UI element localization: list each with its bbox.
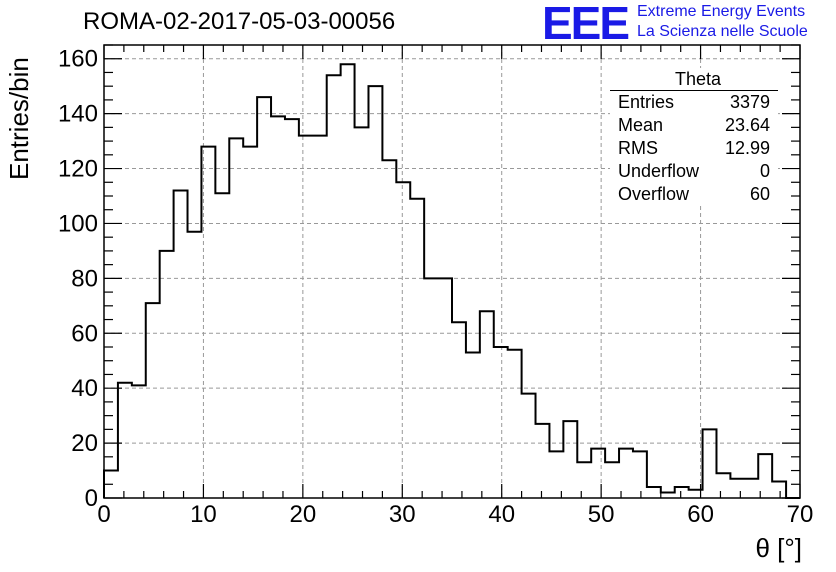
stats-row-overflow: Overflow 60 <box>610 183 778 206</box>
stats-value: 3379 <box>729 92 770 112</box>
stats-value: 12.99 <box>724 138 770 158</box>
stats-row-rms: RMS 12.99 <box>610 137 778 160</box>
chart-title: ROMA-02-2017-05-03-00056 <box>83 8 396 35</box>
stats-label: Entries <box>618 92 675 112</box>
stats-value: 60 <box>749 184 770 204</box>
y-tick-label: 140 <box>58 101 98 128</box>
x-tick-label: 20 <box>290 501 317 528</box>
y-axis-label: Entries/bin <box>4 57 34 180</box>
eee-logo: EEE <box>542 0 630 49</box>
x-tick-label: 70 <box>787 501 814 528</box>
x-tick-label: 30 <box>389 501 416 528</box>
stats-box: Theta Entries 3379 Mean 23.64 RMS 12.99 Und… <box>610 68 778 206</box>
stats-label: Overflow <box>618 184 690 204</box>
y-tick-label: 100 <box>58 210 98 237</box>
stats-box-title: Theta <box>610 68 778 91</box>
stats-label: RMS <box>618 138 658 158</box>
stats-row-entries: Entries 3379 <box>610 91 778 114</box>
stats-value: 23.64 <box>724 115 770 135</box>
tick-labels: 0 10 20 30 40 50 60 70 0 20 40 60 80 100 120 140 160 <box>58 46 813 528</box>
y-tick-label: 0 <box>85 485 98 512</box>
axis-ticks <box>103 44 801 499</box>
x-tick-label: 0 <box>97 501 110 528</box>
logo-caption: Extreme Energy Events La Scienza nelle S… <box>637 2 808 42</box>
y-tick-label: 40 <box>71 375 98 402</box>
stats-label: Mean <box>618 115 664 135</box>
x-tick-label: 60 <box>687 501 714 528</box>
y-tick-label: 80 <box>71 265 98 292</box>
logo-line-1: Extreme Energy Events <box>637 3 806 20</box>
plot-frame <box>103 44 801 499</box>
histogram-step-line <box>103 63 800 499</box>
x-tick-label: 40 <box>488 501 515 528</box>
x-axis-label: θ [°] <box>755 533 802 563</box>
y-tick-label: 120 <box>58 156 98 183</box>
stats-label: Underflow <box>618 161 700 181</box>
y-tick-label: 60 <box>71 320 98 347</box>
stats-row-underflow: Underflow 0 <box>610 160 778 183</box>
x-tick-label: 10 <box>190 501 217 528</box>
y-tick-label: 160 <box>58 46 98 73</box>
x-tick-label: 50 <box>588 501 615 528</box>
stats-value: 0 <box>759 161 770 181</box>
y-tick-label: 20 <box>71 430 98 457</box>
logo-line-2: La Scienza nelle Scuole <box>637 23 808 40</box>
grid-lines <box>104 45 800 498</box>
stats-row-mean: Mean 23.64 <box>610 114 778 137</box>
